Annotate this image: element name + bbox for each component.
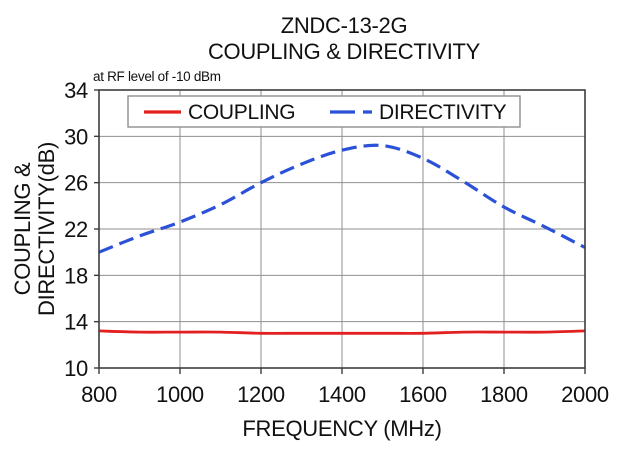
coupling-line	[98, 329, 586, 335]
x-tick-label: 800	[81, 382, 117, 407]
y-tick-labels: 10 14 18 22 26 30 34	[64, 78, 88, 381]
x-tick-labels: 800 1000 1200 1400 1600 1800 2000	[81, 382, 609, 407]
x-tick-label: 2000	[561, 382, 609, 407]
x-tick-label: 1600	[399, 382, 447, 407]
x-tick-label: 1000	[156, 382, 204, 407]
y-axis-title-line2: DIRECTIVITY(dB)	[34, 142, 59, 316]
y-tick-label: 18	[64, 263, 88, 288]
x-tick-label: 1800	[480, 382, 528, 407]
directivity-legend-label: DIRECTIVITY	[379, 101, 507, 124]
y-tick-label: 10	[64, 356, 88, 381]
y-tick-label: 22	[64, 217, 88, 242]
y-tick-label: 30	[64, 124, 88, 149]
chart-title-line2: COUPLING & DIRECTIVITY	[208, 39, 481, 64]
chart-title-line1: ZNDC-13-2G	[281, 13, 408, 38]
y-tick-label: 14	[64, 310, 88, 335]
legend-box	[127, 95, 521, 128]
plot-border	[98, 89, 586, 369]
x-tick-label: 1200	[237, 382, 285, 407]
series-lines	[98, 143, 586, 335]
y-tick-label: 34	[64, 78, 88, 103]
x-tick-label: 1400	[318, 382, 366, 407]
chart-subtitle: at RF level of -10 dBm	[93, 69, 221, 84]
coupling-legend-label: COUPLING	[188, 101, 295, 124]
legend: COUPLING DIRECTIVITY	[127, 95, 521, 128]
directivity-line	[98, 143, 586, 254]
y-tick-label: 26	[64, 171, 88, 196]
x-axis-title: FREQUENCY (MHz)	[242, 416, 441, 441]
gridlines	[99, 90, 585, 368]
y-axis-title-line1: COUPLING &	[10, 162, 35, 295]
axis-ticks	[94, 89, 586, 374]
